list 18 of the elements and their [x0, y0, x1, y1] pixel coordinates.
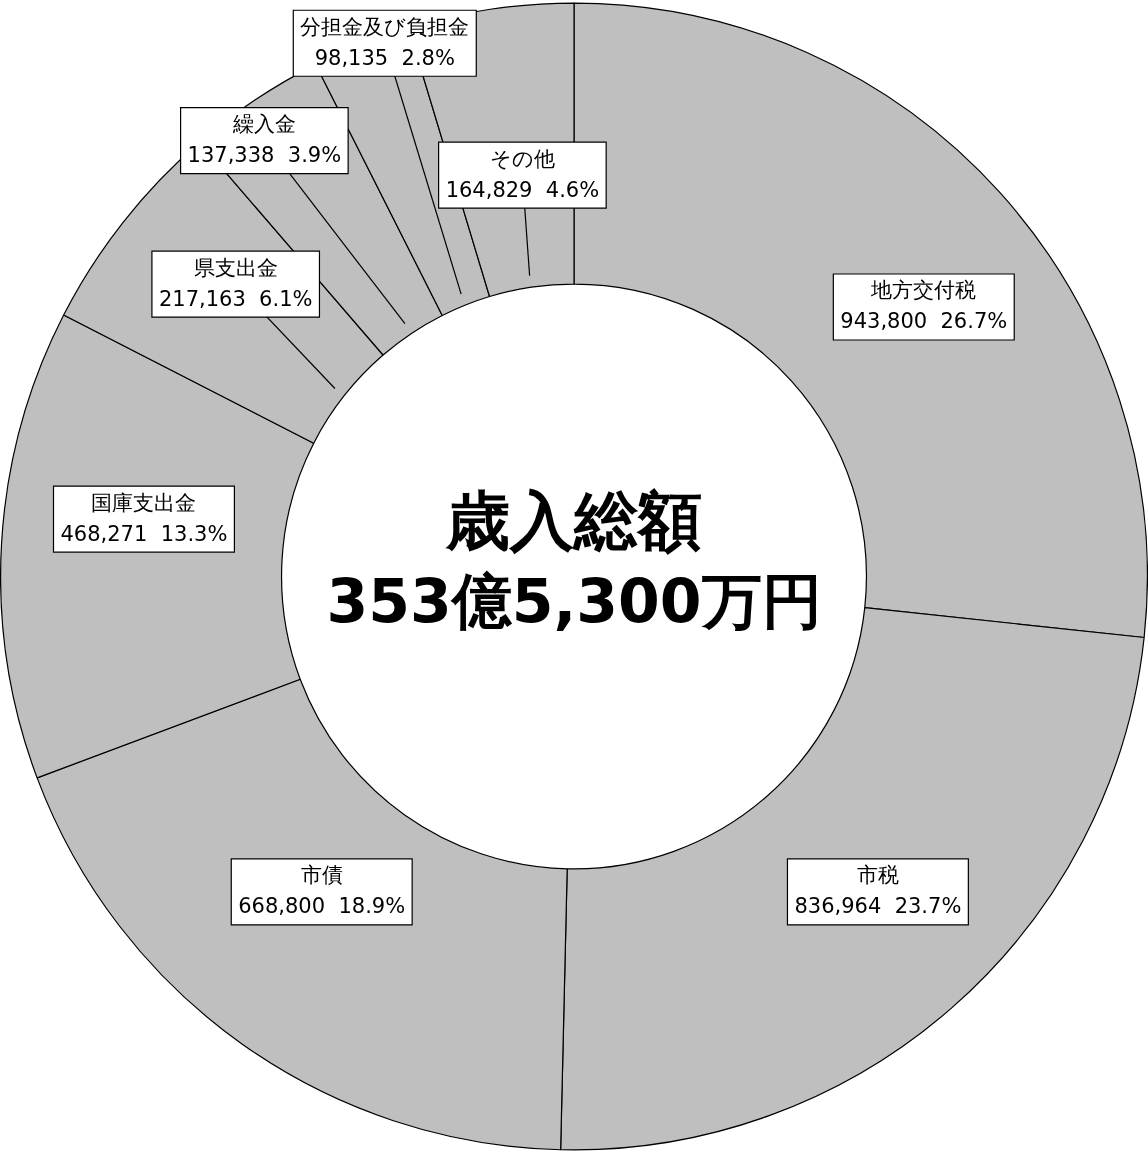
slice-label: 市債: [300, 863, 343, 888]
slice-label: その他: [489, 146, 555, 171]
slice-label: 地方交付税: [870, 278, 977, 303]
slice-label: 分担金及び負担金: [300, 14, 470, 39]
text: 353億5,300万円: [326, 566, 822, 637]
data-label: 668,800 18.9%: [238, 894, 406, 919]
data-label: 98,135 2.8%: [314, 45, 455, 70]
data-label: 217,163 6.1%: [158, 286, 313, 311]
data-label: 468,271 13.3%: [60, 521, 228, 546]
data-label: 943,800 26.7%: [840, 309, 1008, 334]
slice-label: 国庫支出金: [91, 490, 197, 515]
text: 歳入総額: [445, 484, 702, 559]
slice-label: 県支出金: [193, 255, 278, 280]
data-label: 836,964 23.7%: [794, 894, 962, 919]
data-label: 137,338 3.9%: [187, 143, 342, 168]
data-label: 164,829 4.6%: [445, 177, 600, 202]
slice-label: 市税: [856, 863, 899, 888]
slice-label: 繰入金: [231, 112, 296, 137]
